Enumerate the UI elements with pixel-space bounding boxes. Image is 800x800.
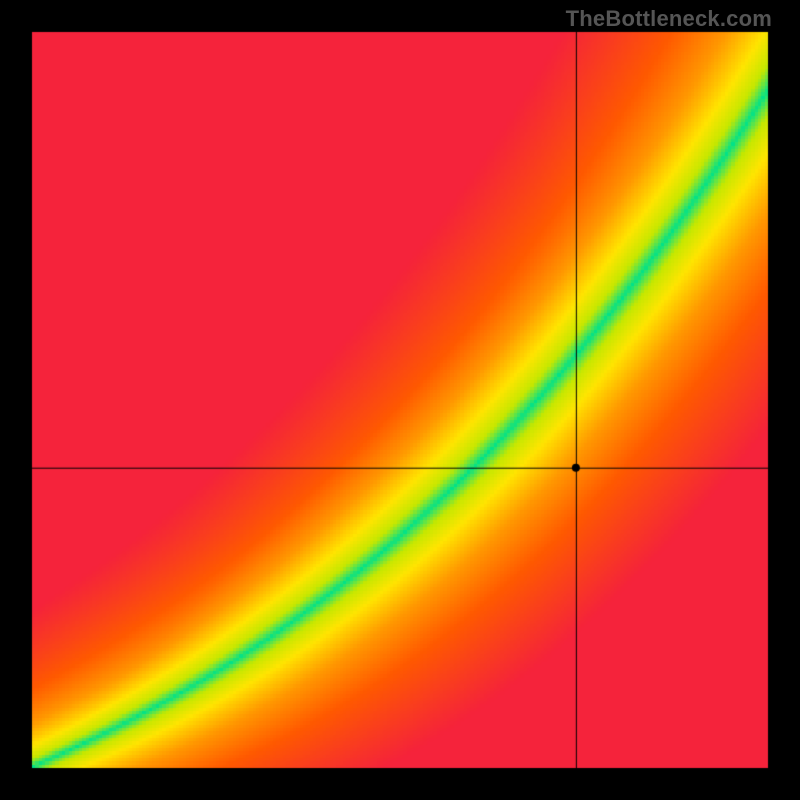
bottleneck-heatmap-canvas [0,0,800,800]
watermark-text: TheBottleneck.com [566,6,772,32]
chart-container: TheBottleneck.com [0,0,800,800]
